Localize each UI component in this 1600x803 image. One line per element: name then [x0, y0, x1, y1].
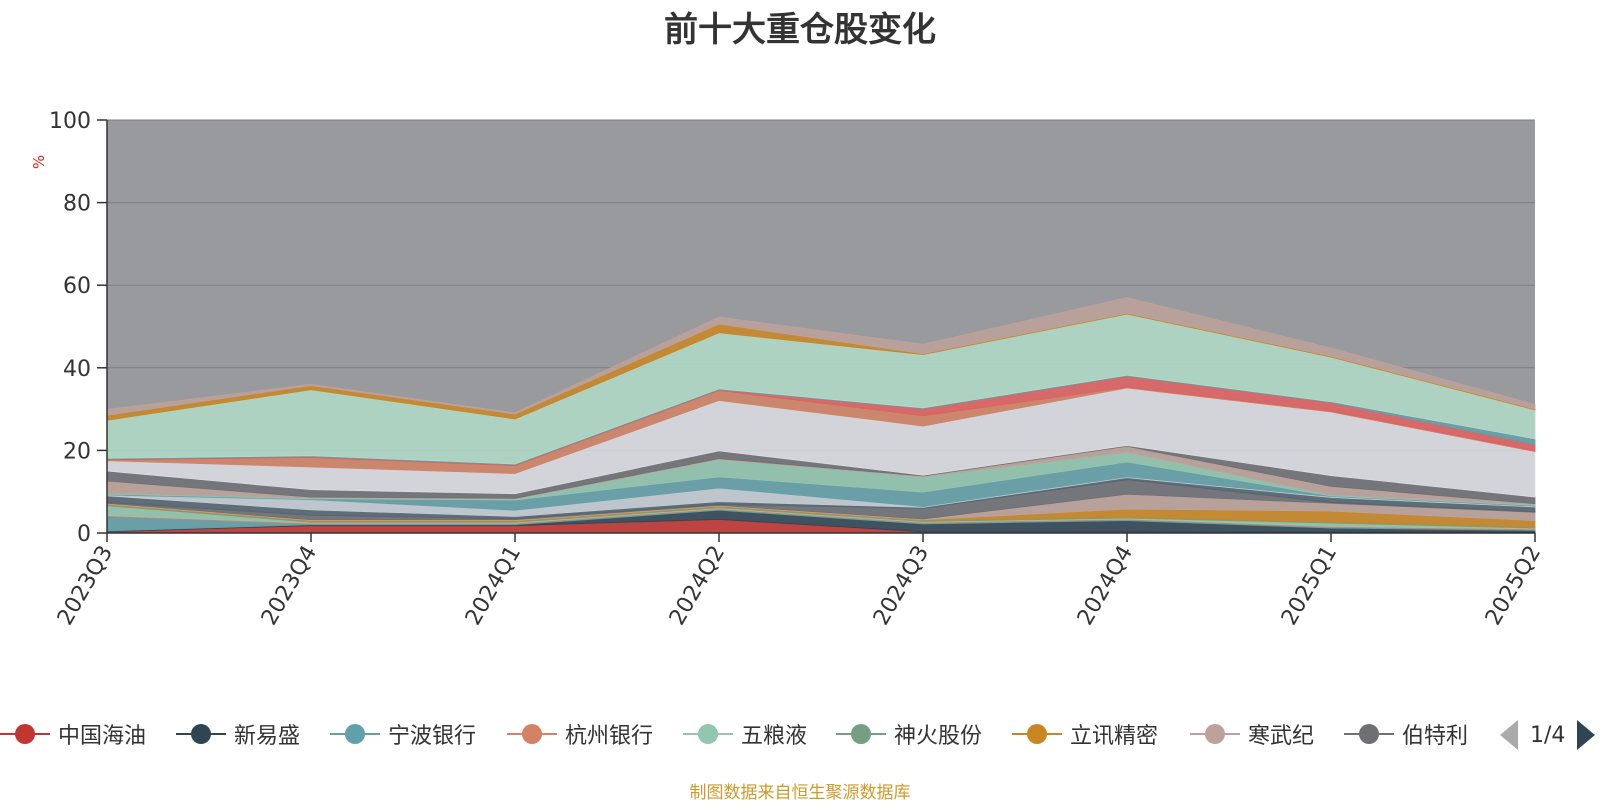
legend: 中国海油 新易盛 宁波银行 杭州银行 五粮液 神火股份 立讯精密 寒武纪 伯特利 [0, 714, 1600, 754]
legend-item[interactable]: 新易盛 [176, 714, 300, 754]
legend-marker-icon [0, 714, 50, 754]
legend-next-page-icon[interactable] [1577, 720, 1596, 750]
x-tick-label: 2024Q4 [1073, 542, 1138, 630]
x-tick-label: 2023Q3 [53, 542, 118, 630]
legend-pager: 1/4 [1500, 718, 1596, 752]
legend-marker-icon [836, 714, 886, 754]
legend-marker-icon [507, 714, 557, 754]
y-tick-label: 40 [63, 357, 91, 382]
legend-marker-icon [683, 714, 733, 754]
y-tick-label: 0 [77, 522, 91, 547]
y-tick-label: 80 [63, 192, 91, 217]
legend-item[interactable]: 五粮液 [683, 714, 807, 754]
legend-page-indicator: 1/4 [1530, 722, 1566, 748]
legend-marker-icon [1190, 714, 1240, 754]
y-tick-label: 60 [63, 274, 91, 299]
legend-label: 寒武纪 [1248, 724, 1315, 749]
legend-item[interactable]: 寒武纪 [1190, 714, 1314, 754]
legend-marker-dot [1205, 724, 1225, 744]
legend-label: 神火股份 [894, 724, 983, 749]
legend-item[interactable]: 伯特利 [1344, 714, 1468, 754]
chart-title: 前十大重仓股变化 [664, 10, 936, 50]
legend-prev-page-icon[interactable] [1500, 720, 1518, 750]
legend-marker-icon [1012, 714, 1062, 754]
legend-marker-icon [1344, 714, 1394, 754]
legend-label: 宁波银行 [388, 724, 477, 749]
legend-item[interactable]: 宁波银行 [330, 714, 476, 754]
x-tick-label: 2024Q1 [461, 542, 526, 630]
x-tick-label: 2025Q2 [1481, 542, 1546, 630]
legend-marker-icon [176, 714, 226, 754]
legend-item[interactable]: 立讯精密 [1012, 714, 1158, 754]
source-note: 制图数据来自恒生聚源数据库 [689, 783, 911, 803]
legend-label: 新易盛 [234, 724, 301, 749]
legend-marker-dot [522, 724, 542, 744]
legend-label: 中国海油 [58, 724, 147, 749]
legend-label: 立讯精密 [1070, 724, 1159, 749]
x-tick-label: 2025Q1 [1277, 542, 1342, 630]
legend-marker-dot [191, 724, 211, 744]
legend-marker-icon [330, 714, 380, 754]
x-tick-label: 2023Q4 [257, 542, 322, 630]
y-tick-label: 100 [49, 109, 91, 134]
legend-item[interactable]: 杭州银行 [507, 714, 653, 754]
y-tick-label: 20 [63, 439, 91, 464]
x-tick-label: 2024Q3 [869, 542, 934, 630]
legend-marker-dot [345, 724, 365, 744]
legend-item[interactable]: 神火股份 [836, 714, 982, 754]
y-axis-unit-label: % [30, 155, 48, 169]
legend-marker-dot [15, 724, 35, 744]
area-series-22 [106, 297, 1536, 416]
legend-label: 五粮液 [741, 724, 808, 749]
legend-marker-dot [1027, 724, 1047, 744]
x-tick-label: 2024Q2 [665, 542, 730, 630]
legend-marker-dot [698, 724, 718, 744]
legend-item[interactable]: 中国海油 [0, 714, 146, 754]
legend-label: 杭州银行 [565, 724, 654, 749]
legend-label: 伯特利 [1402, 724, 1469, 749]
legend-marker-dot [1359, 724, 1379, 744]
legend-marker-dot [851, 724, 871, 744]
